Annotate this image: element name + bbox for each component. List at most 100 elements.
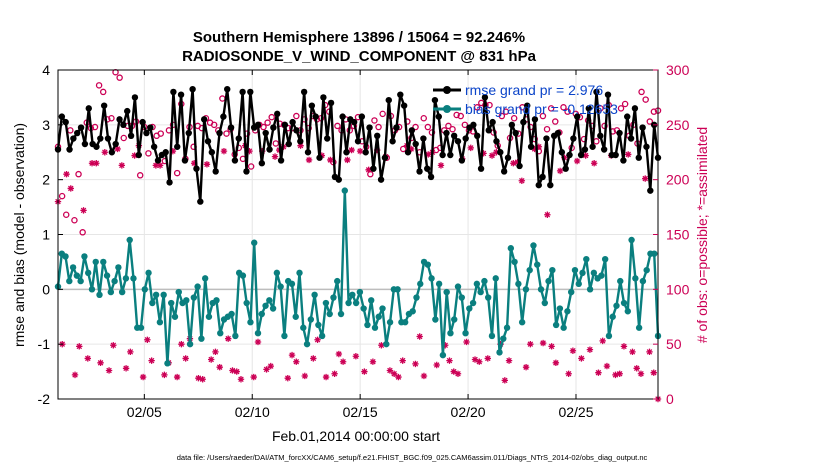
bias-point xyxy=(568,288,575,296)
possible-point xyxy=(457,112,464,120)
bias-point xyxy=(341,187,348,194)
rmse-point xyxy=(531,116,539,123)
rmse-point xyxy=(574,113,581,120)
bias-point xyxy=(401,319,409,326)
bias-point xyxy=(492,275,499,282)
bias-point xyxy=(564,308,571,315)
rmse-point xyxy=(316,154,323,161)
bias-point xyxy=(251,239,258,246)
bias-point xyxy=(81,253,88,260)
possible-point xyxy=(71,216,78,224)
bias-point xyxy=(605,332,613,340)
possible-point xyxy=(621,100,629,108)
assimilated-point xyxy=(454,370,462,377)
rmse-point xyxy=(297,138,304,145)
x-axis-label: Feb.01,2014 00:00:00 start xyxy=(272,428,440,444)
bias-point xyxy=(190,294,198,301)
bias-point xyxy=(228,310,235,318)
rmse-point xyxy=(447,151,454,159)
bias-point xyxy=(639,277,647,285)
assimilated-point xyxy=(246,147,253,155)
rmse-point xyxy=(562,165,569,172)
rmse-point xyxy=(124,107,131,115)
rmse-point xyxy=(470,121,477,129)
possible-point xyxy=(272,140,280,147)
y-left-tick-label: 0 xyxy=(42,281,50,297)
assimilated-point xyxy=(616,370,623,377)
possible-point xyxy=(543,125,551,133)
possible-point xyxy=(58,192,66,200)
assimilated-point xyxy=(305,156,313,164)
bias-point xyxy=(360,305,367,312)
assimilated-point xyxy=(446,357,453,364)
bias-point xyxy=(549,266,556,274)
rmse-point xyxy=(143,129,150,137)
assimilated-point xyxy=(650,369,657,376)
rmse-point xyxy=(612,151,619,159)
rmse-point xyxy=(81,140,89,148)
rmse-point xyxy=(512,129,519,137)
assimilated-point xyxy=(190,160,198,167)
rmse-point xyxy=(177,91,185,98)
rmse-point xyxy=(431,96,439,104)
bias-point xyxy=(383,340,390,348)
bias-point xyxy=(243,299,250,307)
assimilated-point xyxy=(93,160,100,167)
x-tick-label: 02/20 xyxy=(451,404,486,420)
assimilated-point xyxy=(297,142,304,149)
rmse-point xyxy=(566,151,573,159)
possible-point xyxy=(375,123,382,131)
rmse-point xyxy=(224,85,231,93)
bias-point xyxy=(345,299,352,307)
bias-series xyxy=(54,187,662,367)
rmse-point xyxy=(585,105,592,112)
bias-point xyxy=(288,280,296,288)
assimilated-point xyxy=(216,363,223,371)
bias-point xyxy=(515,280,522,288)
rmse-point xyxy=(204,138,212,145)
rmse-point xyxy=(620,157,627,164)
bias-point xyxy=(586,286,594,293)
bias-point xyxy=(545,277,552,285)
rmse-point xyxy=(493,138,500,145)
assimilated-point xyxy=(344,156,351,164)
assimilated-point xyxy=(195,374,202,382)
assimilated-point xyxy=(80,207,87,214)
assimilated-point xyxy=(514,158,521,166)
rmse-point xyxy=(500,168,508,175)
y-left-tick-label: -2 xyxy=(38,391,51,407)
rmse-point xyxy=(450,132,458,139)
bias-point xyxy=(432,316,439,323)
rmse-point xyxy=(485,127,492,134)
rmse-point xyxy=(516,162,523,170)
bias-point xyxy=(198,335,205,342)
assimilated-point xyxy=(203,161,211,168)
rmse-point xyxy=(181,157,189,164)
assimilated-point xyxy=(573,157,581,165)
bias-point xyxy=(601,255,609,263)
rmse-point xyxy=(389,138,396,145)
bias-point xyxy=(175,288,182,296)
rmse-point xyxy=(112,140,119,148)
assimilated-point xyxy=(144,336,151,343)
bias-point xyxy=(349,291,356,299)
bias-point xyxy=(130,275,137,282)
rmse-point xyxy=(624,113,631,120)
possible-point xyxy=(371,117,378,124)
rmse-point xyxy=(581,146,589,153)
bias-point xyxy=(164,360,171,367)
possible-point xyxy=(449,125,456,133)
possible-point xyxy=(379,110,386,118)
possible-point xyxy=(116,74,123,81)
possible-point xyxy=(445,122,452,130)
bias-point xyxy=(258,310,265,318)
y-right-tick-label: 250 xyxy=(666,117,690,133)
series-layer xyxy=(54,68,662,403)
assimilated-point xyxy=(139,373,147,381)
rmse-point xyxy=(627,135,635,142)
assimilated-point xyxy=(578,355,585,362)
possible-point xyxy=(638,88,645,96)
rmse-point xyxy=(243,168,250,175)
bias-point xyxy=(137,324,145,331)
rmse-point xyxy=(462,135,469,142)
